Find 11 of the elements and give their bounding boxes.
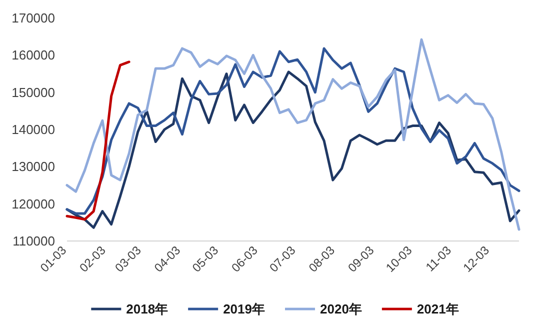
legend-label: 2021年 <box>416 302 459 316</box>
y-tick-label: 170000 <box>12 10 55 26</box>
y-tick-label: 150000 <box>12 84 55 100</box>
y-tick-label: 160000 <box>12 48 55 63</box>
legend-label: 2018年 <box>126 302 168 316</box>
y-tick-label: 120000 <box>12 196 55 212</box>
y-tick-label: 110000 <box>12 234 55 248</box>
legend-label: 2020年 <box>320 302 362 316</box>
legend-label: 2019年 <box>223 302 265 316</box>
y-tick-label: 130000 <box>12 159 55 174</box>
y-tick-label: 140000 <box>12 122 55 137</box>
